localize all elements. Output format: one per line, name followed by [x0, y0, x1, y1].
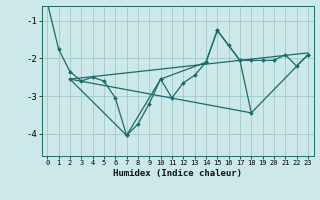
X-axis label: Humidex (Indice chaleur): Humidex (Indice chaleur)	[113, 169, 242, 178]
